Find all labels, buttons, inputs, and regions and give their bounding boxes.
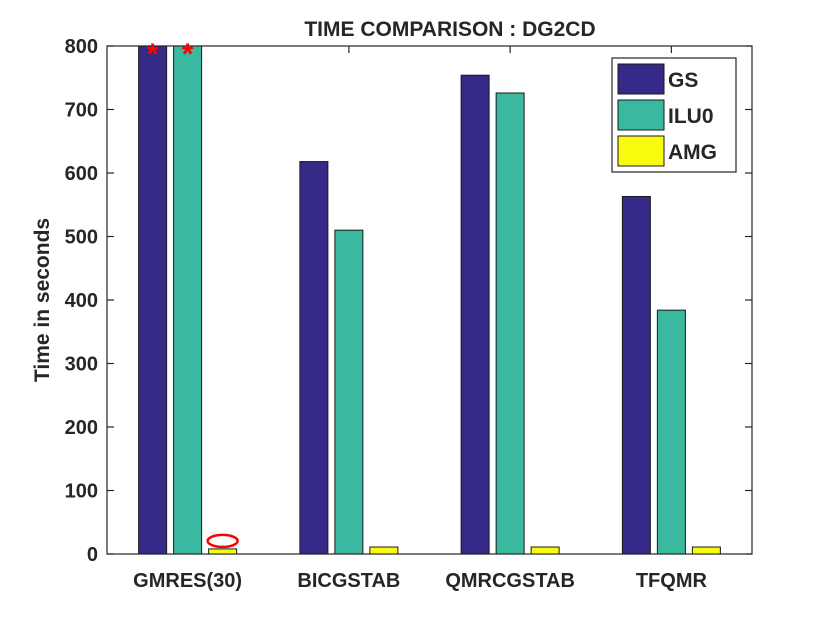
y-tick-label: 100 <box>65 481 98 503</box>
legend-label-ilu0: ILU0 <box>668 105 714 128</box>
y-axis-label: Time in seconds <box>31 218 54 382</box>
star-marker: * <box>147 38 159 71</box>
star-marker: * <box>182 38 194 71</box>
x-tick-label: TFQMR <box>636 570 708 592</box>
y-tick-label: 400 <box>65 290 98 312</box>
bar-gs-bicgstab <box>299 161 329 555</box>
x-tick-label: BICGSTAB <box>297 570 400 592</box>
legend-label-gs: GS <box>668 69 698 92</box>
bar-ilu0-bicgstab <box>334 229 364 555</box>
y-tick-label: 0 <box>87 544 98 566</box>
bar-amg-bicgstab <box>369 546 399 555</box>
y-tick-label: 300 <box>65 354 98 376</box>
y-tick-label: 700 <box>65 100 98 122</box>
legend-swatch-gs <box>617 63 665 95</box>
x-tick-label: GMRES(30) <box>133 570 242 592</box>
bar-gs-tfqmr <box>621 195 651 555</box>
plot-area: 0 100 200 300 400 500 600 700 800 GMRES(30) BICGST… <box>65 36 753 592</box>
x-tick-label: QMRCGSTAB <box>445 570 575 592</box>
chart-title: TIME COMPARISON : DG2CD <box>304 18 595 41</box>
legend-swatch-amg <box>617 135 665 167</box>
bar-amg-tfqmr <box>691 546 721 555</box>
legend-swatch-ilu0 <box>617 99 665 131</box>
y-tick-label: 800 <box>65 36 98 58</box>
legend-label-amg: AMG <box>668 141 717 164</box>
y-tick-label: 200 <box>65 417 98 439</box>
y-tick-label: 500 <box>65 227 98 249</box>
bar-amg-qmrcgstab <box>530 546 560 555</box>
bar-ilu0-tfqmr <box>656 309 686 555</box>
bar-ilu0-qmrcgstab <box>495 92 525 555</box>
bar-ilu0-gmres30 <box>173 45 203 555</box>
bar-amg-gmres30 <box>208 548 238 555</box>
circle-marker <box>206 533 239 549</box>
bar-gs-qmrcgstab <box>460 74 490 555</box>
bar-gs-gmres30 <box>138 45 168 555</box>
y-tick-label: 600 <box>65 163 98 185</box>
